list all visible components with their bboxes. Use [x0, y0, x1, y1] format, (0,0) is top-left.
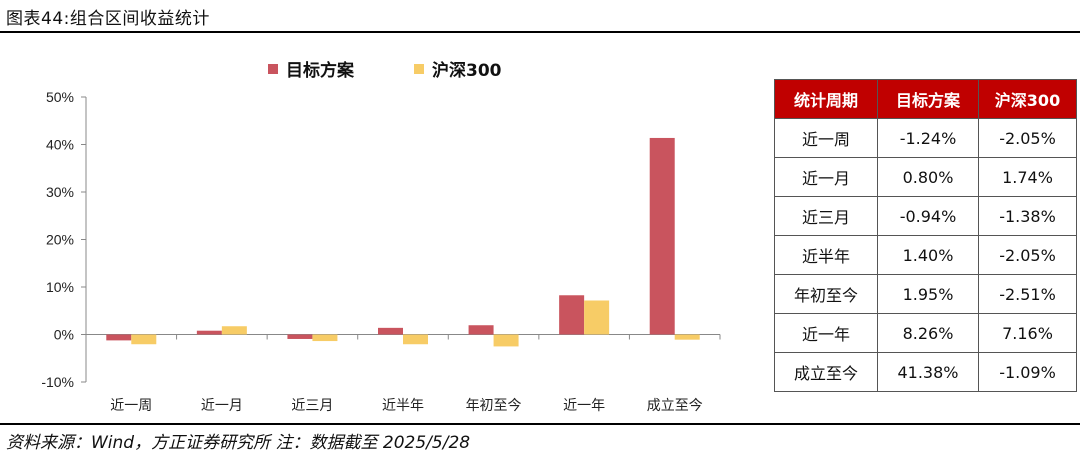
bar-strategy	[468, 325, 494, 335]
row-strategy-value: 1.95%	[877, 274, 979, 314]
table-row: 近三月 -0.94% -1.38%	[774, 196, 1077, 236]
x-tick-label: 成立至今	[647, 398, 703, 414]
bar-hs300	[221, 326, 247, 335]
row-hs300-value: 1.74%	[978, 157, 1077, 197]
x-tick-label: 年初至今	[466, 397, 522, 414]
bar-hs300	[493, 334, 519, 347]
bar-hs300	[131, 334, 157, 345]
table-row: 近一月 0.80% 1.74%	[774, 157, 1077, 197]
x-tick-label: 近一月	[201, 398, 243, 414]
row-hs300-value: -1.38%	[978, 196, 1077, 236]
bar-strategy	[287, 334, 313, 339]
row-label: 近半年	[774, 235, 878, 275]
x-tick-label: 近一年	[563, 398, 605, 414]
row-hs300-value: 7.16%	[978, 313, 1077, 353]
y-tick-label: 10%	[46, 279, 74, 295]
row-strategy-value: 41.38%	[877, 352, 979, 392]
y-tick-label: -10%	[41, 374, 74, 390]
row-label: 近一周	[774, 118, 878, 158]
bar-strategy	[649, 137, 675, 335]
row-hs300-value: -2.51%	[978, 274, 1077, 314]
top-rule	[0, 31, 1080, 33]
row-hs300-value: -2.05%	[978, 118, 1077, 158]
legend-item-strategy: 目标方案	[268, 56, 354, 81]
table-row: 年初至今 1.95% -2.51%	[774, 274, 1077, 314]
bar-hs300	[403, 334, 428, 345]
row-hs300-value: -1.09%	[978, 352, 1077, 392]
y-tick-label: 30%	[46, 184, 74, 200]
table-row: 成立至今 41.38% -1.09%	[774, 352, 1077, 392]
table-header-row: 统计周期 目标方案 沪深300	[774, 79, 1077, 119]
bar-strategy	[196, 330, 222, 335]
row-strategy-value: 0.80%	[877, 157, 979, 197]
legend-swatch-strategy	[268, 63, 278, 74]
row-strategy-value: -0.94%	[877, 196, 979, 236]
figure-title: 图表44:组合区间收益统计	[6, 9, 210, 29]
y-tick-label: 0%	[54, 327, 74, 343]
row-label: 近三月	[774, 196, 878, 236]
row-label: 近一年	[774, 313, 878, 353]
x-tick-label: 近半年	[382, 398, 424, 414]
table-row: 近一年 8.26% 7.16%	[774, 313, 1077, 353]
row-label: 成立至今	[774, 352, 878, 392]
row-label: 年初至今	[774, 274, 878, 314]
bar-strategy	[378, 327, 403, 335]
table-row: 近一周 -1.24% -2.05%	[774, 118, 1077, 158]
y-tick-label: 20%	[46, 232, 74, 248]
bar-chart: -10% 0% 10% 20% 30% 40% 50% 近一周 近一月 近三月 近半年 年初至今 近一年…	[41, 89, 721, 414]
table-header-period: 统计周期	[774, 79, 878, 119]
legend-swatch-hs300	[414, 63, 424, 74]
y-tick-label: 50%	[46, 89, 74, 105]
legend-label-hs300: 沪深300	[432, 61, 502, 81]
y-tick-label: 40%	[46, 137, 74, 153]
legend-item-hs300: 沪深300	[414, 56, 502, 81]
x-tick-label: 近三月	[291, 398, 333, 414]
row-strategy-value: -1.24%	[877, 118, 979, 158]
table-header-strategy: 目标方案	[877, 79, 979, 119]
row-strategy-value: 8.26%	[877, 313, 979, 353]
bar-hs300	[312, 334, 338, 342]
bar-strategy	[106, 334, 132, 341]
bar-hs300	[584, 300, 610, 335]
source-note: 资料来源：Wind，方正证券研究所 注：数据截至 2025/5/28	[6, 433, 471, 453]
row-strategy-value: 1.40%	[877, 235, 979, 275]
table-row: 近半年 1.40% -2.05%	[774, 235, 1077, 275]
x-tick-label: 近一周	[110, 398, 152, 414]
row-hs300-value: -2.05%	[978, 235, 1077, 275]
bar-strategy	[559, 295, 585, 335]
bar-hs300	[674, 334, 700, 340]
table-header-hs300: 沪深300	[978, 79, 1077, 119]
stats-table: 统计周期 目标方案 沪深300 近一周 -1.24% -2.05% 近一月 0.80%…	[774, 79, 1077, 392]
legend-label-strategy: 目标方案	[286, 61, 354, 81]
row-label: 近一月	[774, 157, 878, 197]
bottom-rule	[0, 423, 1080, 425]
